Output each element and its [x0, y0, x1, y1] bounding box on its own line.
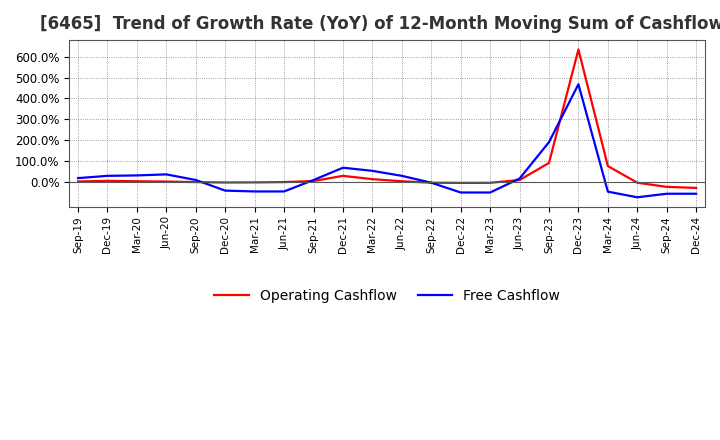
- Operating Cashflow: [132, 179, 141, 184]
- Free Cashflow: [251, 189, 259, 194]
- Free Cashflow: [603, 189, 612, 194]
- Operating Cashflow: [427, 180, 436, 185]
- Free Cashflow: [338, 165, 347, 170]
- Legend: Operating Cashflow, Free Cashflow: Operating Cashflow, Free Cashflow: [208, 283, 566, 308]
- Operating Cashflow: [338, 173, 347, 179]
- Operating Cashflow: [662, 184, 671, 190]
- Free Cashflow: [633, 194, 642, 200]
- Operating Cashflow: [397, 179, 406, 184]
- Operating Cashflow: [574, 47, 582, 52]
- Free Cashflow: [132, 173, 141, 178]
- Free Cashflow: [456, 190, 465, 195]
- Free Cashflow: [368, 168, 377, 173]
- Operating Cashflow: [486, 180, 495, 185]
- Free Cashflow: [574, 81, 582, 87]
- Free Cashflow: [162, 172, 171, 177]
- Operating Cashflow: [103, 178, 112, 183]
- Free Cashflow: [427, 180, 436, 185]
- Free Cashflow: [397, 173, 406, 179]
- Line: Operating Cashflow: Operating Cashflow: [78, 49, 696, 188]
- Operating Cashflow: [544, 160, 553, 165]
- Free Cashflow: [280, 189, 289, 194]
- Free Cashflow: [662, 191, 671, 196]
- Operating Cashflow: [221, 180, 230, 185]
- Operating Cashflow: [309, 178, 318, 183]
- Operating Cashflow: [162, 179, 171, 184]
- Free Cashflow: [192, 177, 200, 183]
- Operating Cashflow: [456, 180, 465, 186]
- Title: [6465]  Trend of Growth Rate (YoY) of 12-Month Moving Sum of Cashflows: [6465] Trend of Growth Rate (YoY) of 12-…: [40, 15, 720, 33]
- Operating Cashflow: [603, 163, 612, 169]
- Free Cashflow: [486, 190, 495, 195]
- Free Cashflow: [221, 188, 230, 193]
- Operating Cashflow: [73, 179, 82, 184]
- Operating Cashflow: [368, 176, 377, 182]
- Free Cashflow: [692, 191, 701, 196]
- Free Cashflow: [516, 176, 524, 181]
- Free Cashflow: [73, 176, 82, 181]
- Free Cashflow: [544, 139, 553, 145]
- Line: Free Cashflow: Free Cashflow: [78, 84, 696, 197]
- Operating Cashflow: [251, 180, 259, 185]
- Operating Cashflow: [516, 177, 524, 183]
- Free Cashflow: [103, 173, 112, 179]
- Operating Cashflow: [192, 180, 200, 185]
- Operating Cashflow: [633, 180, 642, 185]
- Free Cashflow: [309, 177, 318, 183]
- Operating Cashflow: [280, 180, 289, 185]
- Operating Cashflow: [692, 185, 701, 191]
